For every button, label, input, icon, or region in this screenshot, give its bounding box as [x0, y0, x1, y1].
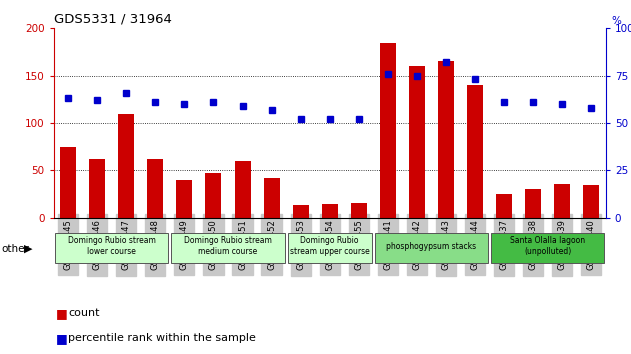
FancyBboxPatch shape — [172, 233, 285, 263]
Bar — [380, 42, 396, 218]
Bar — [583, 184, 599, 218]
Bar — [60, 147, 76, 218]
Text: count: count — [68, 308, 100, 318]
Text: phosphogypsum stacks: phosphogypsum stacks — [386, 242, 476, 251]
Bar — [89, 159, 105, 218]
Bar — [148, 159, 163, 218]
Bar — [118, 114, 134, 218]
Bar — [496, 194, 512, 218]
Text: percentile rank within the sample: percentile rank within the sample — [68, 333, 256, 343]
Bar — [322, 204, 338, 218]
Text: other: other — [1, 244, 29, 254]
Text: GDS5331 / 31964: GDS5331 / 31964 — [54, 12, 172, 25]
Bar — [264, 178, 280, 218]
Bar — [467, 85, 483, 218]
FancyBboxPatch shape — [288, 233, 372, 263]
Bar — [438, 62, 454, 218]
Bar — [206, 173, 221, 218]
FancyBboxPatch shape — [491, 233, 604, 263]
Text: Domingo Rubio stream
lower course: Domingo Rubio stream lower course — [68, 236, 156, 256]
Text: %: % — [611, 16, 621, 25]
Bar — [235, 161, 251, 218]
Bar — [351, 202, 367, 218]
Text: ■: ■ — [56, 307, 68, 320]
Text: Domingo Rubio stream
medium course: Domingo Rubio stream medium course — [184, 236, 272, 256]
Text: ▶: ▶ — [24, 244, 32, 254]
Bar — [177, 180, 192, 218]
Bar — [293, 205, 309, 218]
Bar — [525, 189, 541, 218]
Text: Santa Olalla lagoon
(unpolluted): Santa Olalla lagoon (unpolluted) — [510, 236, 585, 256]
Text: ■: ■ — [56, 332, 68, 344]
Text: Domingo Rubio
stream upper course: Domingo Rubio stream upper course — [290, 236, 370, 256]
Bar — [409, 66, 425, 218]
FancyBboxPatch shape — [375, 233, 488, 263]
FancyBboxPatch shape — [55, 233, 168, 263]
Bar — [554, 184, 570, 218]
